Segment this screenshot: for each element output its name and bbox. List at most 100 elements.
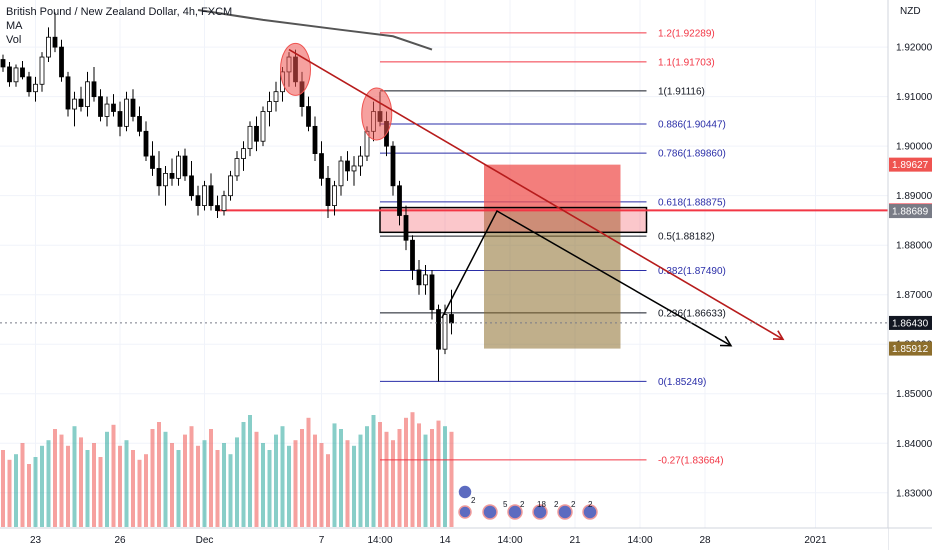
time-tick-label: 2021 — [804, 535, 827, 546]
volume-bar — [124, 440, 129, 527]
fib-level-label: 1.1(1.91703) — [658, 57, 715, 68]
volume-bar — [183, 434, 187, 527]
fib-level-label: -0.27(1.83664) — [658, 455, 724, 466]
event-count-badge: 2 — [571, 500, 576, 509]
legend-title: British Pound / New Zealand Dollar, 4h, … — [6, 6, 233, 18]
volume-bar — [222, 443, 226, 527]
event-count-badge: 2 — [588, 500, 593, 509]
candle-body — [78, 98, 84, 107]
volume-bar — [293, 440, 298, 527]
volume-bar — [358, 434, 363, 527]
volume-bar — [417, 423, 421, 527]
event-icon — [532, 504, 548, 520]
stop-loss-zone — [484, 164, 621, 211]
candle-body — [267, 101, 272, 112]
volume-bar — [170, 443, 174, 527]
candle-body — [403, 215, 409, 241]
candle-body — [397, 185, 402, 216]
price-tick-label: 1.83000 — [896, 488, 932, 499]
trend-arrow-head — [772, 330, 785, 341]
candle-body — [65, 76, 71, 110]
candle-body — [150, 155, 155, 169]
volume-bar — [111, 424, 116, 527]
candle-body — [312, 125, 318, 154]
volume-bar — [378, 422, 382, 527]
volume-bar — [235, 437, 239, 527]
highlight-ellipses[interactable] — [280, 42, 393, 141]
volume-bar — [105, 431, 109, 527]
event-markers[interactable]: 2 5 2 18 2 2 2 — [457, 484, 598, 520]
time-tick-label: 14:00 — [627, 535, 652, 546]
volume-bar — [209, 429, 213, 527]
price-tick-label: 1.87000 — [896, 290, 932, 301]
candle-body — [228, 175, 233, 197]
candle-body — [124, 98, 129, 127]
volume-bar — [1, 450, 5, 527]
fib-level-label: 0(1.85249) — [658, 377, 706, 388]
volume-bar — [72, 426, 77, 527]
candle-body — [215, 205, 220, 211]
volume-bar — [313, 434, 317, 527]
candle-body — [111, 103, 116, 112]
candle-body — [351, 165, 357, 172]
candle-body — [143, 130, 149, 157]
volume-bar — [40, 445, 44, 527]
candle-body — [260, 111, 266, 142]
volume-bars — [1, 412, 454, 527]
volume-bar — [79, 437, 83, 527]
candle-body — [104, 103, 110, 117]
position-tool[interactable] — [484, 164, 621, 349]
volume-bar — [20, 443, 25, 527]
volume-bar — [248, 415, 252, 527]
time-tick-label: 14:00 — [497, 535, 522, 546]
volume-bar — [202, 440, 207, 527]
projection-path[interactable] — [441, 209, 733, 347]
fibonacci-retracement[interactable]: 1.2(1.92289) 1.1(1.91703) 1(1.91116) 0.886(… — [380, 28, 726, 466]
candle-body — [195, 195, 201, 206]
candle-body — [46, 36, 51, 58]
trend-line[interactable] — [288, 48, 785, 341]
volume-bar — [189, 426, 194, 527]
volume-bar — [53, 429, 57, 527]
volume-bar — [92, 443, 96, 527]
candle-body — [130, 98, 136, 117]
time-tick-label: Dec — [196, 535, 214, 546]
price-badge-label: 1.89627 — [892, 160, 929, 171]
highlight-ellipse — [361, 87, 393, 141]
candle-body — [254, 125, 259, 142]
volume-bar — [46, 440, 51, 527]
candle-body — [117, 111, 123, 127]
event-icon — [557, 504, 573, 520]
candle-body — [273, 91, 279, 103]
volume-bar — [397, 429, 402, 527]
volume-bar — [391, 440, 395, 527]
candle-body — [52, 36, 58, 48]
candle-body — [156, 168, 162, 187]
volume-bar — [332, 423, 337, 527]
candle-body — [410, 239, 415, 271]
volume-bar — [66, 445, 70, 527]
price-badge — [889, 315, 932, 330]
price-tick-label: 1.85000 — [896, 389, 932, 400]
price-axis-bg — [888, 0, 932, 550]
candle-body — [189, 175, 194, 197]
candle-body — [423, 274, 428, 286]
volume-bar — [326, 454, 330, 527]
volume-bar — [267, 450, 272, 527]
volume-bar — [410, 412, 415, 527]
candle-body — [416, 269, 422, 286]
candlesticks — [0, 12, 454, 382]
volume-bar — [319, 443, 324, 527]
volume-bar — [144, 454, 148, 527]
price-badge — [889, 204, 932, 219]
candle-body — [247, 125, 253, 150]
volume-bar — [339, 429, 343, 527]
volume-bar — [118, 445, 122, 527]
take-profit-zone — [484, 210, 621, 349]
price-badge-label: 1.88689 — [892, 207, 929, 218]
ma-line — [197, 9, 433, 51]
volume-bar — [215, 450, 220, 527]
volume-bar — [14, 454, 18, 527]
